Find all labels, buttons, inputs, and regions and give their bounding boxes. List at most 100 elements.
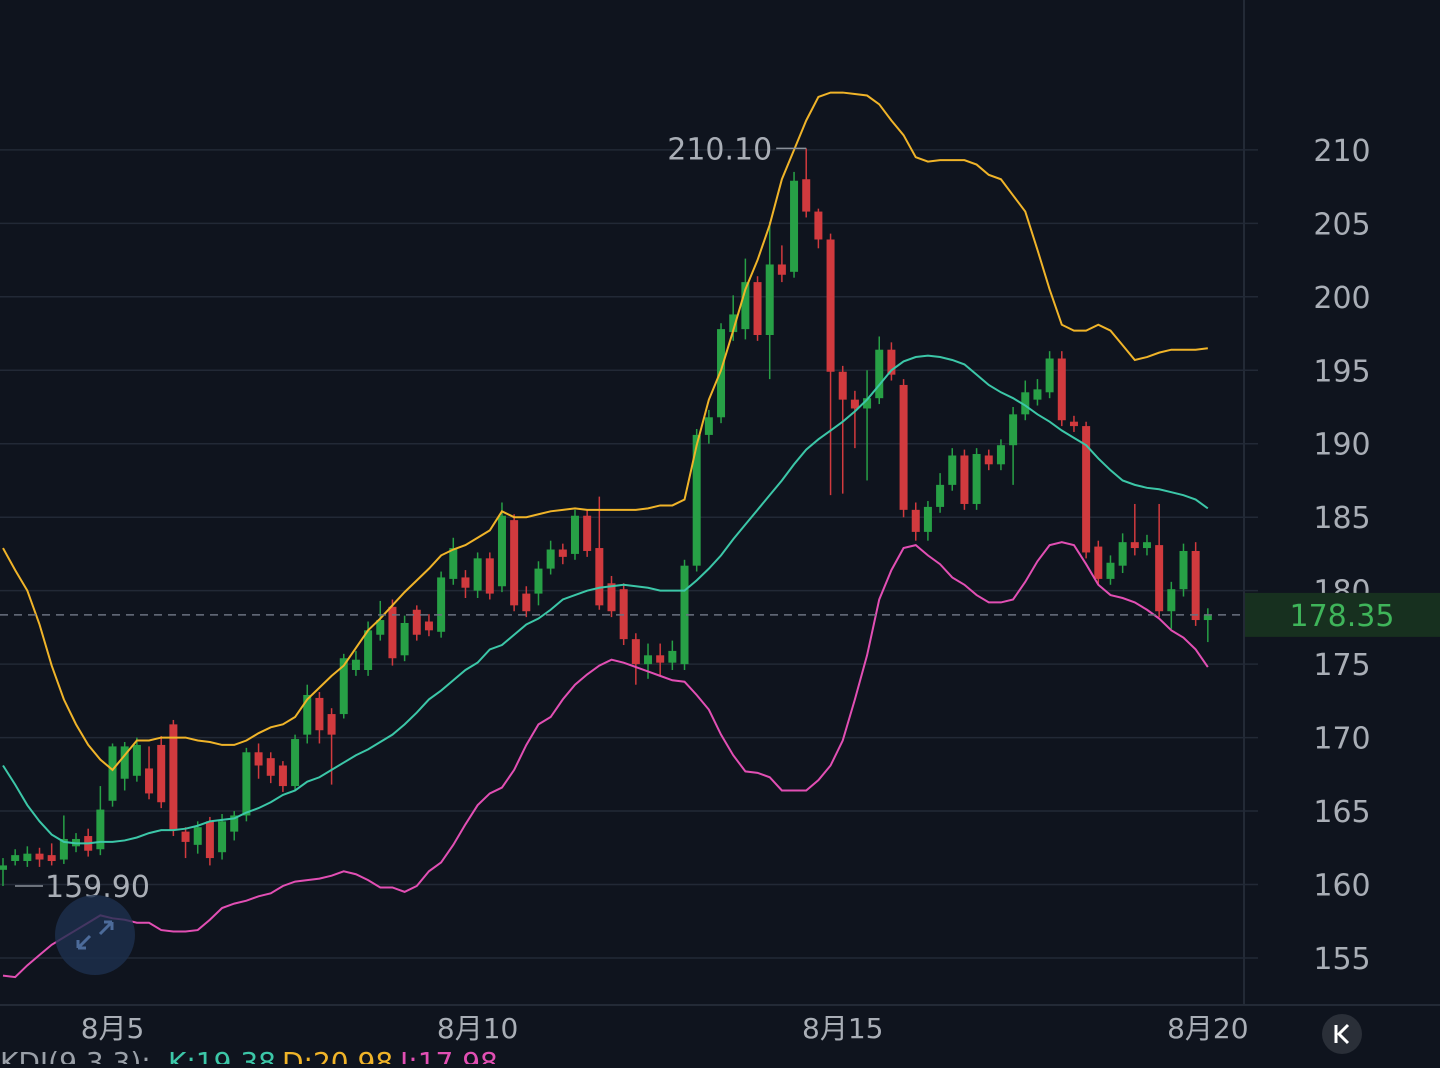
candle-body — [278, 765, 287, 787]
candle-body — [35, 853, 44, 860]
candle-body — [692, 434, 701, 566]
candle-body — [583, 515, 592, 551]
candle-body — [850, 399, 859, 409]
candle-body — [960, 455, 969, 504]
candle-body — [936, 484, 945, 507]
candle-body — [169, 724, 178, 831]
indicator-j: J:17.98 — [398, 1046, 498, 1064]
candle-body — [631, 639, 640, 665]
candle-body — [838, 371, 847, 400]
candle-body — [303, 694, 312, 735]
y-tick-label: 210 — [1313, 134, 1370, 169]
candle-body — [339, 658, 348, 715]
candle-body — [108, 746, 117, 801]
candle-body — [984, 455, 993, 465]
last-price-box — [1245, 592, 1440, 637]
candle-body — [911, 509, 920, 532]
plot — [0, 91, 1212, 979]
candle-body — [449, 548, 458, 579]
candle-body — [59, 838, 68, 860]
indicator-k: K:19.38 — [168, 1046, 276, 1064]
candle-body — [1203, 614, 1212, 621]
candle-body — [364, 630, 373, 670]
candle-body — [534, 568, 543, 594]
candle-body — [254, 752, 263, 766]
candle-body — [923, 506, 932, 532]
candle-body — [558, 549, 567, 557]
candle-body — [887, 349, 896, 375]
candle-body — [327, 714, 336, 735]
candle-body — [424, 621, 433, 631]
candle-body — [1069, 421, 1078, 427]
candle-body — [1167, 589, 1176, 612]
y-tick-label: 155 — [1313, 942, 1370, 977]
candle-body — [1021, 392, 1030, 415]
candle-body — [120, 746, 129, 779]
candle-body — [875, 349, 884, 399]
candle-body — [1142, 542, 1151, 549]
candle-body — [291, 739, 300, 787]
y-tick-label: 195 — [1313, 354, 1370, 389]
candle-body — [96, 809, 105, 850]
candle-body — [948, 455, 957, 485]
candle-body — [181, 831, 190, 842]
candle-body — [132, 744, 141, 776]
candle-body — [790, 180, 799, 272]
candle-body — [704, 417, 713, 435]
candle-body — [972, 454, 981, 504]
y-tick-label: 200 — [1313, 281, 1370, 316]
y-tick-label: 170 — [1313, 722, 1370, 757]
candle-body — [1082, 426, 1091, 553]
candle-body — [1045, 358, 1054, 393]
last-price-label: 178.35 — [1290, 599, 1395, 634]
candle-body — [47, 855, 56, 862]
candle-body — [826, 239, 835, 372]
candle-body — [1118, 542, 1127, 566]
x-tick-label: 8月20 — [1167, 1012, 1248, 1045]
candle-body — [656, 655, 665, 663]
y-tick-label: 165 — [1313, 795, 1370, 830]
candle-body — [607, 583, 616, 612]
candle-body — [753, 282, 762, 335]
candle-body — [802, 179, 811, 212]
candle-body — [1155, 545, 1164, 612]
candle-body — [741, 282, 750, 330]
y-tick-label: 190 — [1313, 428, 1370, 463]
candle-body — [1057, 358, 1066, 421]
candle-body — [546, 549, 555, 569]
candle-body — [1033, 389, 1042, 400]
candle-body — [510, 520, 519, 606]
candle-body — [145, 768, 154, 794]
indicator-d: D:20.98 — [282, 1046, 393, 1064]
candle-body — [218, 821, 227, 853]
toggle-button[interactable] — [55, 895, 135, 975]
toggle-icon — [76, 920, 114, 950]
candle-body — [193, 827, 202, 845]
candle-body — [765, 264, 774, 335]
candle-body — [717, 329, 726, 418]
candle-body — [522, 593, 531, 612]
collapse-button[interactable] — [1322, 1014, 1362, 1054]
candle-body — [1094, 546, 1103, 579]
candle-body — [814, 211, 823, 240]
candle-body — [473, 558, 482, 591]
candle-body — [595, 548, 604, 606]
candle-body — [400, 622, 409, 656]
candle-body — [497, 515, 506, 587]
candle-body — [1191, 550, 1200, 621]
collapse-icon — [1334, 1023, 1350, 1045]
x-tick-label: 8月15 — [802, 1012, 883, 1045]
candle-body — [729, 314, 738, 333]
candle-body — [205, 821, 214, 859]
candle-body — [1009, 414, 1018, 446]
candle-body — [777, 264, 786, 275]
candle-body — [1130, 542, 1139, 549]
candle-body — [388, 606, 397, 659]
candle-body — [461, 577, 470, 588]
candle-body — [0, 865, 7, 870]
candle-body — [485, 558, 494, 594]
candle-body — [863, 398, 872, 409]
